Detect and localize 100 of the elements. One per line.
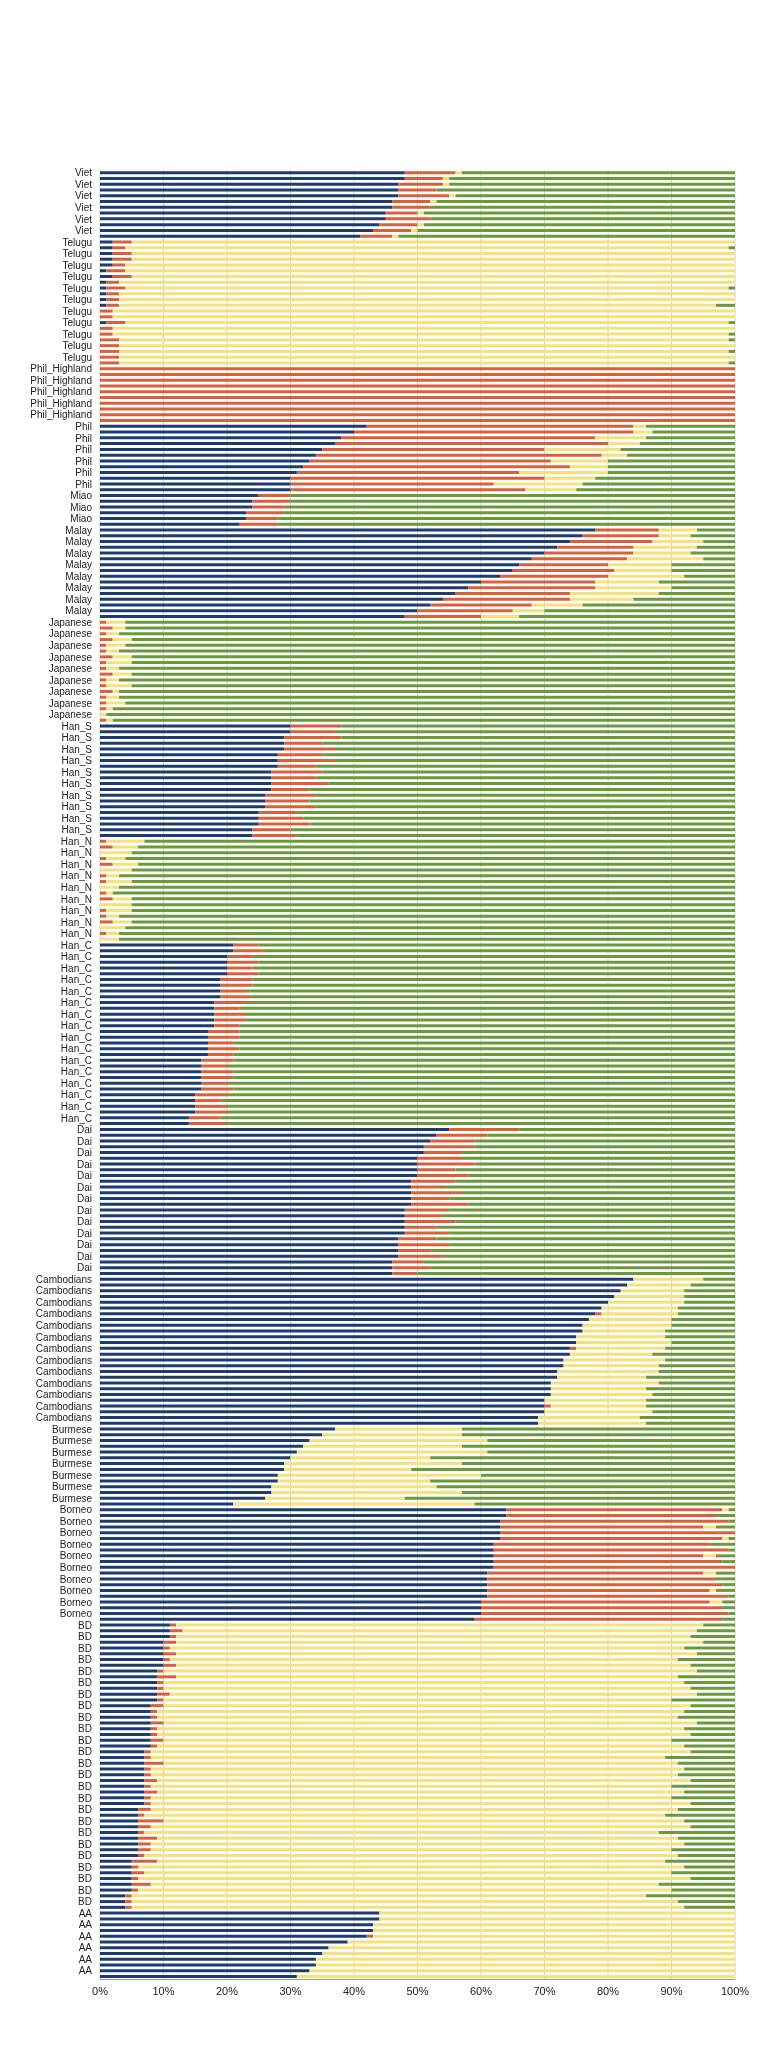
bar [163, 1698, 672, 1702]
bar [131, 1877, 139, 1881]
bar [125, 269, 735, 273]
bar [100, 805, 266, 809]
bar [157, 1692, 170, 1696]
y-tick-label: BD [78, 1792, 92, 1804]
bar [728, 1594, 735, 1598]
y-tick-label: Phil [75, 455, 92, 467]
bar [246, 1018, 735, 1022]
bar [100, 1611, 481, 1615]
bar [157, 1790, 685, 1794]
bar [715, 1554, 735, 1558]
bar [252, 978, 735, 982]
bar [665, 1346, 735, 1350]
bar [455, 1179, 735, 1183]
bar [684, 1865, 735, 1869]
bar [315, 1957, 735, 1961]
bar [652, 1352, 735, 1356]
y-tick-label: Han_C [60, 1031, 92, 1043]
bar [627, 1283, 691, 1287]
bar [728, 361, 735, 365]
bar [690, 1825, 735, 1829]
bar [112, 891, 735, 895]
y-tick-label: BD [78, 1677, 92, 1689]
bar [379, 1911, 735, 1915]
y-tick-label: Dai [76, 1181, 92, 1193]
bar [138, 1842, 151, 1846]
y-tick-label: Han_C [60, 1008, 92, 1020]
bar [271, 787, 310, 791]
bar [100, 367, 735, 371]
bar [112, 275, 132, 278]
bar [100, 1392, 551, 1396]
bar [144, 1830, 659, 1834]
bar [100, 401, 735, 405]
y-tick-label: Phil_Highland [30, 374, 92, 386]
bar [227, 1081, 735, 1085]
bar [100, 1635, 170, 1638]
bar [100, 355, 120, 359]
y-tick-label: BD [78, 1896, 92, 1908]
bar [100, 1318, 589, 1322]
bar [423, 1260, 735, 1264]
bar [100, 557, 532, 561]
y-tick-label: Han_N [60, 835, 92, 847]
bar [100, 1323, 583, 1327]
bar [677, 1306, 735, 1310]
y-tick-label: Phil [75, 420, 92, 432]
bar [474, 1145, 735, 1149]
bar [100, 1704, 151, 1708]
bar [728, 1508, 735, 1512]
bar [100, 413, 735, 417]
bar [506, 1513, 716, 1517]
bar [309, 459, 551, 463]
bar [296, 833, 735, 837]
bar [519, 563, 608, 567]
bar [214, 1001, 247, 1005]
bar [411, 1467, 735, 1471]
bar [100, 684, 107, 688]
bar [100, 978, 221, 982]
bar [100, 1260, 393, 1264]
bar [633, 545, 697, 549]
bar [481, 580, 596, 584]
bar [233, 943, 259, 947]
bar [100, 1208, 405, 1212]
bar [176, 1635, 691, 1638]
bar [430, 1479, 735, 1483]
bar [100, 764, 278, 768]
y-tick-label: Malay [65, 559, 92, 571]
bar [100, 1882, 132, 1886]
bar [601, 453, 628, 457]
bar [100, 770, 272, 774]
bar [608, 470, 735, 474]
bar [169, 1623, 177, 1627]
bar [100, 1012, 215, 1016]
bar [100, 1646, 164, 1650]
bar [144, 1871, 672, 1875]
bar [100, 528, 596, 532]
bar [100, 315, 113, 319]
bar [100, 995, 221, 999]
bar [100, 194, 399, 198]
bar [100, 1583, 488, 1587]
y-tick-label: BD [78, 1700, 92, 1712]
y-tick-label: Han_S [61, 743, 93, 755]
bar [131, 908, 735, 912]
bar [709, 1588, 716, 1592]
bar [100, 1341, 577, 1345]
bar [157, 1859, 666, 1863]
bar [227, 1093, 735, 1097]
bar [100, 1358, 564, 1362]
bar [379, 223, 418, 227]
bar [627, 557, 704, 561]
bar [474, 1162, 735, 1166]
bar [112, 246, 126, 250]
y-tick-label: Japanese [48, 674, 93, 686]
bar [341, 724, 735, 728]
bar [690, 551, 735, 555]
bar [493, 1542, 710, 1546]
bar [246, 511, 285, 515]
bar [100, 499, 253, 503]
bar [100, 920, 113, 924]
bar [487, 1594, 729, 1598]
